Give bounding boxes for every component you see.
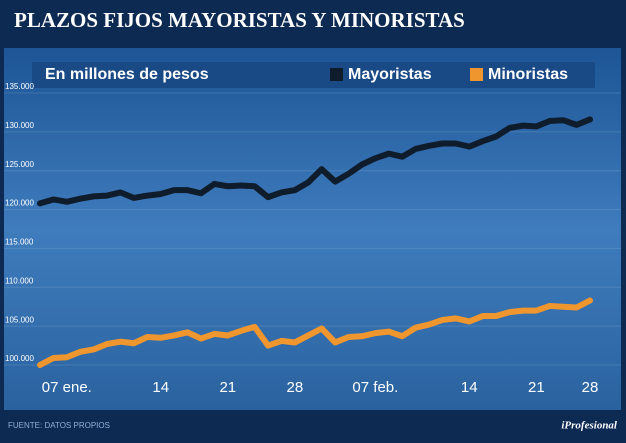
legend-label: Minoristas [488,66,568,83]
x-tick-label: 07 ene. [42,379,92,396]
y-tick-label: 120.000 [5,199,34,208]
legend-swatch [330,68,343,81]
y-tick-label: 115.000 [5,238,34,247]
plot-panel [4,48,621,410]
x-tick-label: 07 feb. [352,379,398,396]
legend-label: Mayoristas [348,66,432,83]
y-tick-label: 130.000 [5,121,34,130]
series-line [37,116,593,207]
x-tick-label: 14 [461,379,478,396]
y-tick-label: 100.000 [5,354,34,363]
legend-bar [32,62,595,88]
x-tick-label: 21 [528,379,545,396]
source: FUENTE: DATOS PROPIOS [8,421,110,430]
legend-swatch [470,68,483,81]
brand: iProfesional [561,420,618,432]
y-tick-label: 110.000 [5,276,34,285]
y-tick-label: 135.000 [5,82,34,91]
series-line [37,297,593,368]
chart-title: PLAZOS FIJOS MAYORISTAS Y MINORISTAS [14,8,465,32]
x-tick-label: 21 [219,379,236,396]
subtitle: En millones de pesos [45,66,209,83]
x-tick-label: 28 [582,379,599,396]
x-tick-label: 28 [287,379,304,396]
y-tick-label: 125.000 [5,160,34,169]
y-tick-label: 105.000 [5,315,34,324]
x-tick-label: 14 [152,379,169,396]
